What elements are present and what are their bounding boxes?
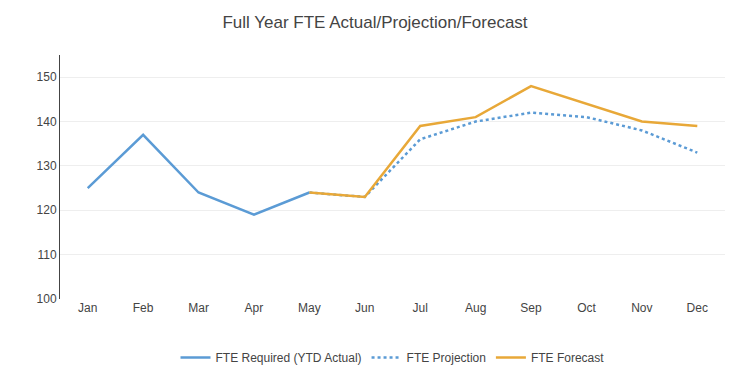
svg-text:Nov: Nov: [631, 301, 652, 315]
svg-text:Feb: Feb: [133, 301, 154, 315]
svg-text:100: 100: [37, 292, 57, 306]
svg-text:Jul: Jul: [413, 301, 428, 315]
svg-text:Apr: Apr: [245, 301, 264, 315]
svg-text:Full Year FTE Actual/Projectio: Full Year FTE Actual/Projection/Forecast: [222, 13, 527, 32]
svg-text:FTE Projection: FTE Projection: [407, 351, 486, 365]
svg-text:Jan: Jan: [78, 301, 97, 315]
svg-text:FTE Forecast: FTE Forecast: [531, 351, 604, 365]
svg-text:Sep: Sep: [520, 301, 542, 315]
svg-text:150: 150: [37, 70, 57, 84]
svg-text:Aug: Aug: [465, 301, 486, 315]
svg-text:FTE Required (YTD Actual): FTE Required (YTD Actual): [216, 351, 362, 365]
svg-text:120: 120: [37, 203, 57, 217]
svg-text:140: 140: [37, 115, 57, 129]
svg-text:Mar: Mar: [188, 301, 209, 315]
svg-text:Dec: Dec: [687, 301, 708, 315]
svg-text:Oct: Oct: [577, 301, 596, 315]
svg-text:110: 110: [37, 248, 56, 262]
svg-text:Jun: Jun: [355, 301, 374, 315]
svg-text:May: May: [298, 301, 321, 315]
svg-text:130: 130: [37, 159, 57, 173]
